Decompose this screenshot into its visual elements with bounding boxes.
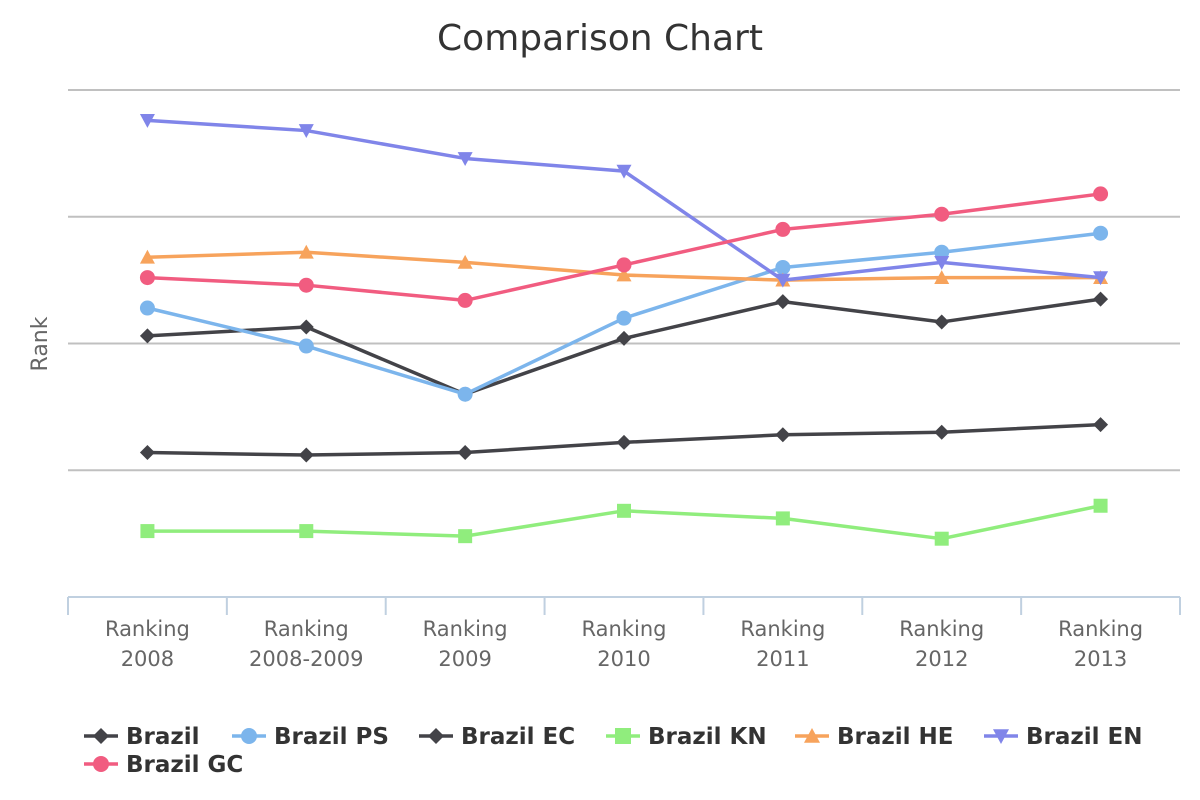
series-brazil-ps <box>139 225 1109 402</box>
gridlines <box>68 89 1180 472</box>
data-point <box>1093 291 1109 307</box>
data-point <box>139 270 155 286</box>
x-tick-label: Ranking 2012 <box>899 617 984 671</box>
y-axis-label: Rank <box>28 316 53 371</box>
data-point <box>775 294 791 310</box>
legend-label: Brazil HE <box>837 724 954 750</box>
data-point <box>139 114 155 128</box>
data-point <box>934 531 949 546</box>
data-point <box>934 244 950 260</box>
data-point <box>299 524 314 539</box>
data-point <box>616 330 632 346</box>
data-point <box>804 728 820 743</box>
data-point <box>775 273 791 288</box>
x-tick-label: Ranking 2011 <box>740 617 825 671</box>
data-point <box>457 254 473 269</box>
legend: Brazil Brazil PS Brazil EC Brazil KN Brazil … <box>84 724 1143 778</box>
legend-item: Brazil EN <box>984 724 1143 750</box>
x-tick-label: Ranking 2010 <box>582 617 667 671</box>
legend-label: Brazil <box>126 724 200 750</box>
data-point <box>457 445 473 461</box>
data-point <box>993 729 1009 744</box>
data-point <box>617 503 631 518</box>
series-line <box>147 118 1101 282</box>
data-point <box>616 267 632 282</box>
legend-item: Brazil GC <box>84 752 243 778</box>
data-point <box>139 249 155 264</box>
data-point <box>298 338 314 354</box>
data-point <box>298 277 314 293</box>
data-point <box>934 314 950 330</box>
data-point <box>139 300 155 316</box>
legend-label: Brazil EC <box>461 724 575 750</box>
data-point <box>93 756 109 772</box>
data-point <box>457 292 473 308</box>
data-point <box>1093 498 1108 513</box>
data-point <box>616 310 632 326</box>
data-point <box>616 434 632 450</box>
series-brazil <box>139 291 1109 402</box>
data-point <box>298 244 314 259</box>
legend-item: Brazil EC <box>419 724 575 750</box>
legend-item: Brazil KN <box>606 724 767 750</box>
x-tick-label: Ranking 2008-2009 <box>249 617 363 671</box>
x-axis: Ranking 2008 Ranking 2008-2009 Ranking 2009 Ra… <box>67 596 1181 671</box>
x-tick-label: Ranking 2009 <box>423 617 508 671</box>
x-tick-label: Ranking 2013 <box>1058 617 1143 671</box>
data-point <box>457 386 473 402</box>
series-brazil-ec <box>139 417 1109 463</box>
series-line <box>147 192 1101 303</box>
data-point <box>139 445 155 461</box>
legend-item: Brazil PS <box>232 724 389 750</box>
series-brazil-kn <box>140 498 1108 546</box>
series-layer <box>139 114 1109 546</box>
data-point <box>298 124 314 139</box>
data-point <box>934 270 950 284</box>
legend-label: Brazil KN <box>648 724 767 750</box>
data-point <box>775 427 791 443</box>
data-point <box>1093 225 1109 241</box>
data-point <box>93 728 109 744</box>
data-point <box>139 328 155 344</box>
data-point <box>934 206 950 222</box>
data-point <box>616 257 632 273</box>
data-point <box>1093 186 1109 202</box>
legend-item: Brazil HE <box>795 724 954 750</box>
legend-label: Brazil EN <box>1026 724 1143 750</box>
legend-label: Brazil GC <box>126 752 243 778</box>
data-point <box>616 164 632 179</box>
data-point <box>457 152 473 166</box>
data-point <box>1093 271 1109 286</box>
series-brazil-gc <box>139 186 1109 308</box>
series-brazil-en <box>139 114 1109 288</box>
data-point <box>615 728 631 744</box>
legend-item: Brazil <box>84 724 200 750</box>
data-point <box>775 259 791 275</box>
data-point <box>241 728 257 744</box>
data-point <box>934 256 950 270</box>
legend-label: Brazil PS <box>274 724 389 750</box>
data-point <box>934 424 950 440</box>
data-point <box>775 221 791 237</box>
data-point <box>298 447 314 463</box>
data-point <box>458 529 473 544</box>
data-point <box>298 319 314 335</box>
data-point <box>428 728 444 744</box>
x-tick-label: Ranking 2008 <box>105 617 190 671</box>
data-point <box>775 511 790 526</box>
chart-title: Comparison Chart <box>437 18 763 59</box>
data-point <box>140 524 155 539</box>
data-point <box>1093 417 1109 433</box>
